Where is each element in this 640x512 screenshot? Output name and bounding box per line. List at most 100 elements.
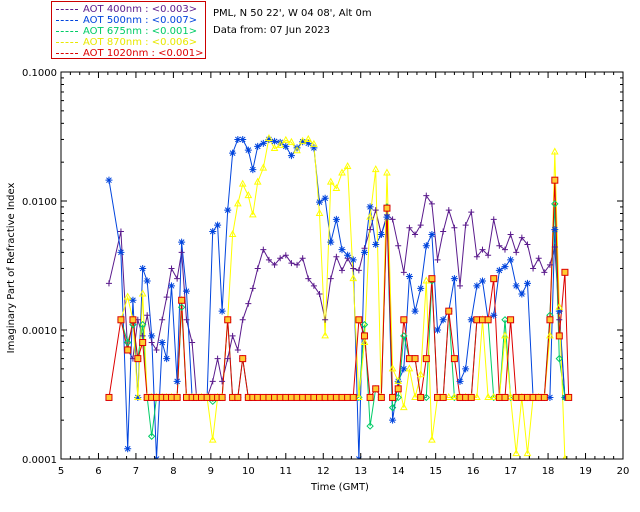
data-point [260, 246, 267, 253]
data-point [389, 393, 397, 401]
data-point [338, 393, 346, 401]
data-point [144, 312, 151, 319]
data-point [259, 163, 268, 171]
data-point [294, 261, 301, 268]
data-point [541, 269, 548, 276]
data-point [183, 316, 190, 323]
data-point [123, 292, 132, 300]
data-point [174, 275, 181, 282]
x-tick-label: 6 [95, 466, 101, 477]
data-point [218, 307, 226, 315]
data-point [178, 296, 186, 304]
data-point [234, 199, 242, 207]
data-point [484, 316, 492, 324]
legend-swatch-675nm [56, 31, 78, 32]
data-point [321, 331, 329, 339]
data-point [484, 392, 492, 400]
data-point [214, 221, 222, 229]
data-point [501, 246, 508, 253]
data-point [457, 282, 464, 289]
data-point [411, 392, 419, 400]
data-point [366, 203, 374, 211]
legend-label-870nm: AOT 870nm : <0.006> [83, 37, 198, 48]
data-point [495, 393, 503, 401]
data-point [367, 226, 374, 233]
data-point [129, 320, 137, 329]
data-point [383, 168, 391, 176]
series-3 [120, 137, 566, 459]
x-tick-label: 17 [504, 466, 517, 477]
x-tick-label: 7 [133, 466, 139, 477]
series-markers-0 [105, 192, 568, 401]
data-point [501, 331, 509, 339]
legend-item-870nm: AOT 870nm : <0.006> [52, 37, 207, 48]
data-point [405, 272, 413, 280]
data-point [473, 253, 480, 260]
data-point [473, 282, 481, 290]
data-point [159, 316, 166, 323]
data-point [518, 393, 526, 401]
data-point [416, 370, 425, 378]
data-point [355, 316, 363, 324]
series-line-0 [108, 194, 566, 398]
data-point [450, 392, 459, 400]
data-point [198, 393, 205, 401]
data-point [153, 393, 161, 401]
data-point [178, 249, 185, 256]
data-point [315, 208, 324, 217]
data-point [287, 152, 295, 160]
data-point [163, 355, 171, 363]
data-point [224, 206, 232, 214]
data-point [523, 393, 531, 401]
legend-swatch-400nm [56, 9, 78, 10]
legend-label-675nm: AOT 675nm : <0.001> [83, 26, 198, 37]
data-point [473, 316, 481, 324]
data-point [524, 241, 531, 248]
data-point [506, 393, 515, 402]
x-tick-label: 12 [317, 466, 330, 477]
data-point [490, 393, 498, 402]
data-point [219, 378, 226, 385]
data-point [299, 138, 307, 146]
data-point [349, 393, 357, 401]
data-point [298, 136, 307, 144]
data-point [513, 249, 520, 256]
data-point [270, 144, 279, 152]
data-point [450, 355, 458, 363]
x-tick-label: 9 [208, 466, 214, 477]
data-point [248, 210, 257, 218]
x-tick-label: 19 [579, 466, 592, 477]
data-point [512, 449, 521, 457]
legend-swatch-870nm [56, 42, 78, 43]
legend-item-400nm: AOT 400nm : <0.003> [52, 4, 207, 15]
data-point [117, 316, 125, 324]
data-point [253, 177, 262, 185]
data-point [535, 255, 542, 262]
data-point [372, 241, 380, 249]
data-point [148, 339, 155, 346]
data-point [143, 277, 151, 285]
data-point [383, 204, 391, 212]
data-point [546, 316, 554, 324]
data-point [299, 255, 306, 262]
data-point [139, 264, 147, 272]
data-point [310, 139, 318, 147]
data-point [124, 445, 132, 453]
data-point [507, 316, 515, 324]
data-point [512, 282, 520, 290]
data-point [139, 339, 147, 347]
data-point [173, 377, 181, 385]
data-point [281, 135, 290, 143]
data-point [271, 261, 278, 268]
data-point [440, 228, 447, 235]
legend-label-500nm: AOT 500nm : <0.007> [83, 15, 198, 26]
data-point [310, 144, 318, 152]
data-point [139, 332, 146, 339]
data-point [177, 303, 186, 311]
data-point [546, 261, 553, 268]
data-point [467, 316, 475, 324]
data-point [501, 316, 509, 324]
data-point [377, 230, 385, 238]
data-point [282, 252, 289, 259]
data-point [239, 316, 246, 323]
